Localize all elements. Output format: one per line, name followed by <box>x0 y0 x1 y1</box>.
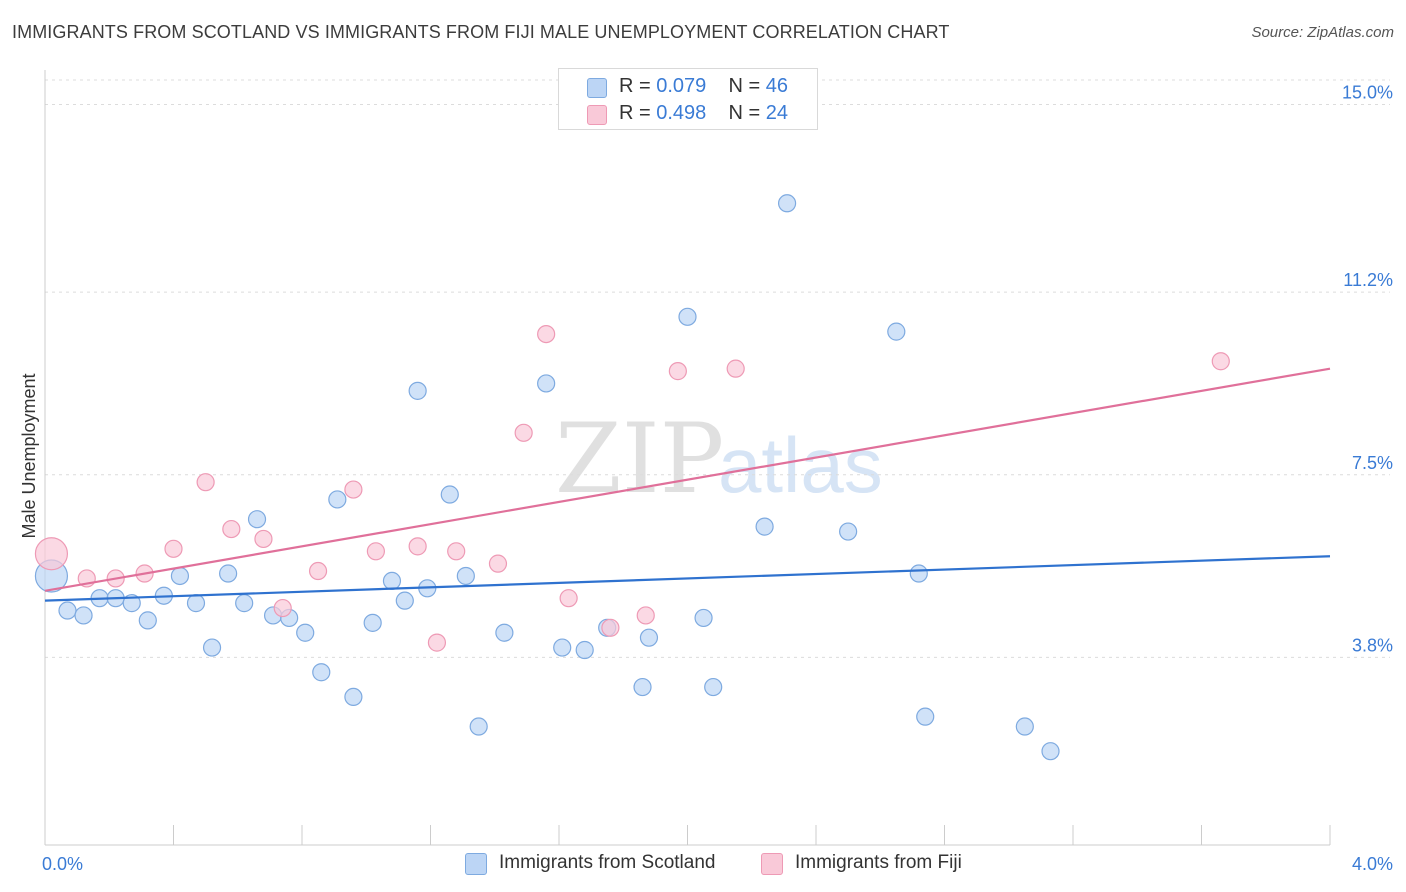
scotland-point <box>440 485 459 504</box>
x-tick-label: 4.0% <box>1352 854 1393 874</box>
chart-title: IMMIGRANTS FROM SCOTLAND VS IMMIGRANTS F… <box>12 22 950 42</box>
data-points <box>34 194 1230 761</box>
scotland-point <box>495 623 514 642</box>
fiji-point <box>196 473 215 492</box>
scotland-point <box>312 663 331 682</box>
scotland-point <box>202 638 222 657</box>
fiji-point <box>164 539 183 558</box>
fiji-point <box>726 359 745 378</box>
scotland-trend-line <box>44 555 1331 602</box>
x-tick-label: 0.0% <box>42 854 83 874</box>
fiji-point <box>366 542 385 561</box>
fiji-point <box>668 362 687 381</box>
scotland-point <box>296 623 315 642</box>
series-name-fiji: Immigrants from Fiji <box>795 852 962 873</box>
fiji-point <box>254 529 273 549</box>
y-axis-label: Male Unemployment <box>19 373 39 538</box>
scotland-point <box>1041 742 1060 761</box>
scotland-point <box>916 707 935 726</box>
scotland-point <box>704 677 723 697</box>
y-tick-label: 3.8% <box>1352 635 1393 655</box>
scotland-point <box>909 564 928 583</box>
correlation-legend: R = 0.079 N = 46 R = 0.498 N = 24 <box>558 68 818 130</box>
scotland-point <box>138 611 157 630</box>
scotland-point <box>344 687 363 707</box>
axes <box>44 70 1331 846</box>
fiji-point <box>344 480 363 499</box>
watermark-zip: ZIP <box>555 403 724 515</box>
scotland-point <box>755 517 774 536</box>
fiji-point <box>488 554 508 573</box>
scotland-point <box>633 677 652 697</box>
fiji-point <box>636 606 655 625</box>
scotland-point <box>469 717 488 736</box>
scotland-point <box>170 566 190 586</box>
legend-r-label: R = <box>619 75 657 97</box>
fiji-trend-line <box>44 367 1331 592</box>
tick-labels: 3.8% 7.5% 11.2% 15.0% 0.0% 4.0% <box>42 83 1393 874</box>
scotland-point <box>74 606 93 625</box>
scotland-point <box>639 628 659 647</box>
fiji-point <box>308 561 328 581</box>
scotland-point <box>219 564 238 583</box>
legend-n-label: N = <box>728 102 766 124</box>
legend-swatch-scotland <box>587 78 607 98</box>
legend-swatch-fiji <box>587 105 607 125</box>
legend-r-label: R = <box>619 102 657 124</box>
legend-r-value: 0.079 <box>656 75 707 97</box>
gridlines <box>45 79 1390 658</box>
legend-r-value: 0.498 <box>656 102 707 124</box>
fiji-point <box>559 589 578 608</box>
scotland-point <box>395 591 414 610</box>
scotland-point <box>553 638 572 657</box>
scotland-point <box>382 571 402 591</box>
scotland-point <box>363 613 382 632</box>
scotland-point <box>678 307 697 326</box>
scotland-point <box>575 640 594 660</box>
scotland-point <box>777 194 797 213</box>
scotland-point <box>887 322 906 341</box>
legend-n-value: 24 <box>765 102 789 124</box>
fiji-point <box>222 519 241 539</box>
legend-n-value: 46 <box>765 75 789 97</box>
scotland-point <box>839 522 858 541</box>
trend-lines <box>44 367 1331 602</box>
fiji-point <box>408 537 427 556</box>
fiji-point <box>514 423 533 442</box>
watermark: ZIP atlas <box>555 403 883 515</box>
scotland-point <box>58 601 77 620</box>
fiji-point <box>273 598 292 618</box>
scotland-point <box>694 608 713 628</box>
scotland-point <box>235 594 254 613</box>
series-swatch-scotland <box>465 853 487 875</box>
fiji-point <box>34 537 69 571</box>
scotland-point <box>537 374 556 393</box>
scotland-point <box>328 490 347 509</box>
series-swatch-fiji <box>761 853 783 875</box>
y-tick-label: 7.5% <box>1352 453 1393 473</box>
scotland-point <box>456 566 475 586</box>
legend-n-label: N = <box>728 75 766 97</box>
y-tick-label: 15.0% <box>1342 83 1393 103</box>
watermark-atlas: atlas <box>718 421 883 509</box>
scotland-point <box>186 594 206 613</box>
y-tick-label: 11.2% <box>1343 270 1393 290</box>
fiji-point <box>447 542 466 561</box>
series-name-scotland: Immigrants from Scotland <box>499 852 716 873</box>
fiji-point <box>601 618 620 637</box>
fiji-point <box>537 324 556 344</box>
scotland-point <box>1015 717 1034 736</box>
fiji-point <box>427 633 447 652</box>
source-credit: Source: ZipAtlas.com <box>1251 24 1394 41</box>
fiji-point <box>1211 352 1230 371</box>
scotland-point <box>247 510 267 529</box>
scotland-point <box>408 381 427 400</box>
